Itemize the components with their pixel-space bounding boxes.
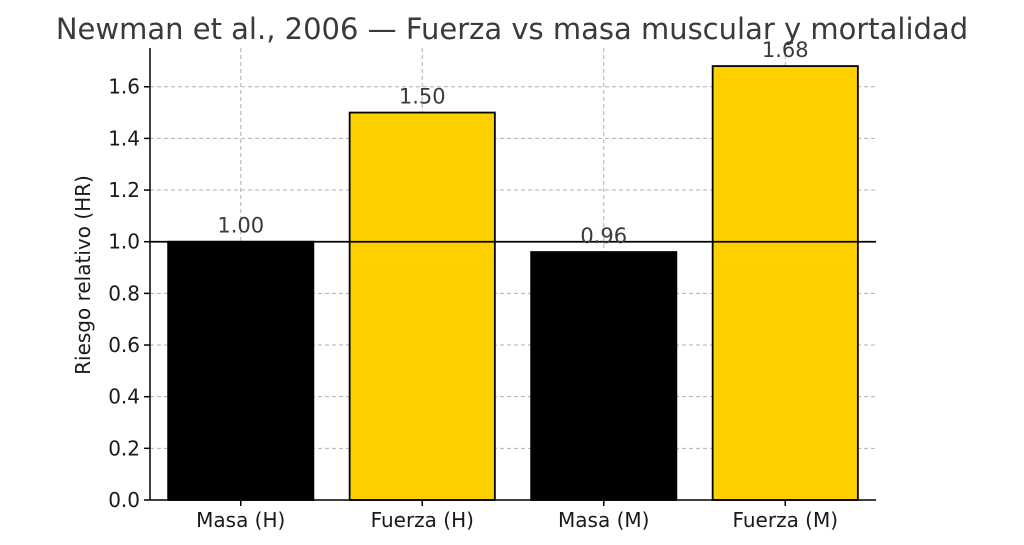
y-tick-label: 0.4 bbox=[108, 385, 140, 409]
bar bbox=[711, 65, 859, 501]
x-category-label: Fuerza (H) bbox=[371, 508, 474, 532]
y-axis-label: Riesgo relativo (HR) bbox=[71, 175, 95, 375]
bar-value-label: 1.00 bbox=[217, 214, 264, 238]
y-tick-label: 0.8 bbox=[108, 281, 140, 305]
y-tick-label: 1.4 bbox=[108, 126, 140, 150]
bar bbox=[530, 251, 678, 501]
label-layer: 0.0 0.2 0.4 0.6 0.8 1.0 1.2 1.4 1.6 1.00 Masa (H) 1… bbox=[108, 38, 838, 532]
x-category-label: Masa (M) bbox=[558, 508, 649, 532]
chart-title: Newman et al., 2006 — Fuerza vs masa mus… bbox=[56, 12, 968, 46]
bar-value-label: 0.96 bbox=[580, 224, 627, 248]
y-tick-label: 0.2 bbox=[108, 436, 140, 460]
bar bbox=[167, 240, 315, 501]
y-tick-label: 1.6 bbox=[108, 75, 140, 99]
bar-layer bbox=[167, 65, 859, 501]
y-tick-label: 0.6 bbox=[108, 333, 140, 357]
bar-value-label: 1.68 bbox=[762, 38, 809, 62]
bar bbox=[348, 111, 496, 501]
bar-value-label: 1.50 bbox=[399, 85, 446, 109]
y-tick-label: 1.2 bbox=[108, 178, 140, 202]
y-tick-label: 1.0 bbox=[108, 230, 140, 254]
axis-layer bbox=[144, 48, 876, 506]
y-tick-label: 0.0 bbox=[108, 488, 140, 512]
x-category-label: Masa (H) bbox=[196, 508, 285, 532]
x-category-label: Fuerza (M) bbox=[732, 508, 838, 532]
